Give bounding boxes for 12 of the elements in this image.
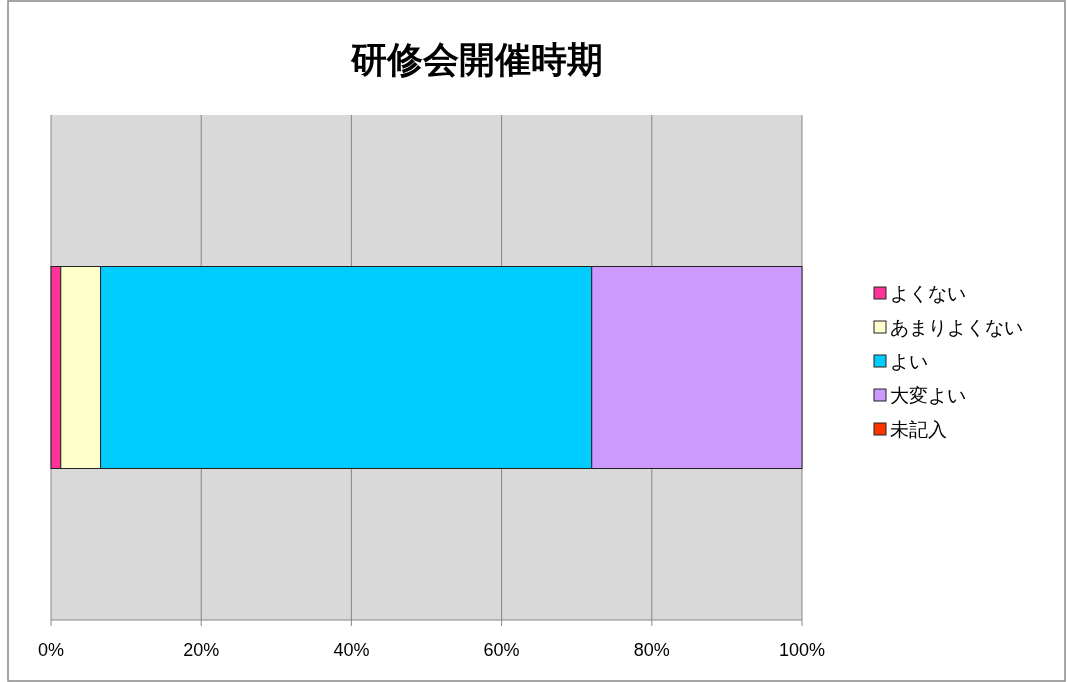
legend-label: 大変よい (890, 385, 966, 406)
x-tick-label: 20% (183, 640, 220, 660)
x-tick-label: 100% (778, 640, 826, 660)
x-tick-label: 40% (333, 640, 370, 660)
legend-label: よい (890, 351, 928, 372)
legend-label: よくない (890, 283, 966, 304)
x-tick-label: 60% (483, 640, 520, 660)
legend-label: 未記入 (890, 419, 947, 440)
x-tick-label: 80% (633, 640, 670, 660)
legend-label: あまりよくない (890, 317, 1023, 338)
chart-title: 研修会開催時期 (349, 39, 603, 80)
x-tick-label: 0% (37, 640, 65, 660)
